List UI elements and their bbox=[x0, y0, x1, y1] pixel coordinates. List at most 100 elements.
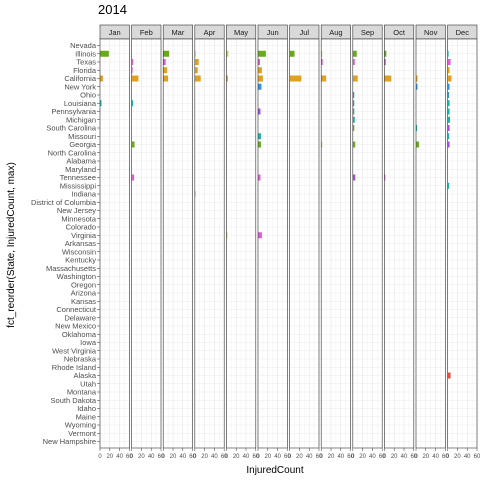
facet-panel-jul: Jul 0 20 40 60 bbox=[288, 24, 323, 460]
x-tick-label: 0 bbox=[98, 454, 102, 460]
x-tick-label: 40 bbox=[211, 454, 218, 460]
facet-panel-nov: Nov 0 20 40 60 bbox=[414, 24, 449, 460]
facet-strip-label: Sep bbox=[361, 28, 374, 37]
state-label: South Dakota bbox=[51, 396, 97, 405]
bar bbox=[163, 67, 168, 74]
bar bbox=[258, 75, 263, 82]
state-label: Oklahoma bbox=[62, 330, 97, 339]
state-label: Tennessee bbox=[60, 173, 96, 182]
state-label: Wisconsin bbox=[62, 247, 96, 256]
state-label: Kansas bbox=[71, 297, 96, 306]
bar bbox=[447, 100, 450, 107]
bar bbox=[258, 232, 262, 239]
state-label: Montana bbox=[67, 388, 97, 397]
bar bbox=[100, 100, 102, 107]
state-label: Georgia bbox=[69, 140, 97, 149]
facet-panel-may: May 0 20 40 60 bbox=[225, 24, 260, 460]
bar bbox=[447, 133, 450, 140]
bar bbox=[416, 83, 418, 90]
x-tick-label: 40 bbox=[401, 454, 408, 460]
bar bbox=[163, 50, 170, 57]
bar bbox=[100, 75, 103, 82]
x-tick-label: 0 bbox=[288, 454, 292, 460]
x-tick-label: 40 bbox=[464, 454, 471, 460]
x-tick-label: 40 bbox=[148, 454, 155, 460]
bar bbox=[384, 75, 392, 82]
state-label: Louisiana bbox=[64, 99, 97, 108]
state-label: Idaho bbox=[77, 404, 96, 413]
bar bbox=[258, 108, 261, 115]
x-tick-label: 0 bbox=[130, 454, 134, 460]
bar bbox=[258, 133, 261, 140]
x-tick-label: 40 bbox=[116, 454, 123, 460]
state-label: Delaware bbox=[64, 313, 96, 322]
panel-border bbox=[162, 38, 193, 449]
x-tick-label: 20 bbox=[296, 454, 303, 460]
bar bbox=[447, 75, 452, 82]
bar bbox=[384, 50, 387, 57]
panel-border bbox=[447, 38, 478, 449]
bar bbox=[131, 75, 139, 82]
facet-strip-label: Jun bbox=[267, 28, 279, 37]
bar bbox=[321, 141, 323, 148]
x-tick-label: 40 bbox=[337, 454, 344, 460]
x-tick-label: 60 bbox=[410, 454, 417, 460]
bar bbox=[163, 75, 169, 82]
state-label: Pennsylvania bbox=[51, 107, 96, 116]
bar bbox=[352, 50, 357, 57]
state-label: California bbox=[64, 74, 97, 83]
x-tick-label: 0 bbox=[414, 454, 418, 460]
x-tick-label: 20 bbox=[264, 454, 271, 460]
bar bbox=[258, 50, 266, 57]
state-label: South Carolina bbox=[46, 124, 96, 133]
state-label: New Jersey bbox=[57, 206, 96, 215]
x-tick-label: 60 bbox=[126, 454, 133, 460]
state-label: Wyoming bbox=[65, 421, 96, 430]
bar bbox=[194, 191, 196, 197]
x-tick-label: 20 bbox=[201, 454, 208, 460]
facet-strip-label: Oct bbox=[393, 28, 406, 37]
state-label: Vermont bbox=[68, 429, 97, 438]
x-tick-label: 60 bbox=[474, 454, 480, 460]
x-tick-label: 20 bbox=[233, 454, 240, 460]
chart-title: 2014 bbox=[98, 2, 127, 17]
state-label: Colorado bbox=[66, 223, 96, 232]
bar bbox=[321, 59, 323, 65]
x-tick-label: 60 bbox=[316, 454, 323, 460]
facet-panel-mar: Mar 0 20 40 60 bbox=[162, 24, 197, 460]
bar bbox=[384, 59, 386, 65]
bar bbox=[352, 141, 356, 148]
x-tick-label: 0 bbox=[193, 454, 197, 460]
facet-panel-oct: Oct 0 20 40 60 bbox=[383, 24, 418, 460]
state-label: Utah bbox=[80, 379, 96, 388]
bar bbox=[131, 59, 134, 65]
bar bbox=[447, 125, 450, 131]
bar bbox=[352, 174, 356, 181]
x-tick-label: 20 bbox=[391, 454, 398, 460]
panel-border bbox=[320, 38, 351, 449]
bar bbox=[447, 141, 450, 148]
facet-panel-sep: Sep 0 20 40 60 bbox=[351, 24, 386, 460]
bar bbox=[258, 83, 262, 90]
bar bbox=[416, 75, 418, 82]
facet-panel-jan: Jan 0 20 40 60 bbox=[98, 24, 133, 460]
facet-strip-label: Apr bbox=[204, 28, 216, 37]
state-label: Arizona bbox=[71, 289, 97, 298]
facet-panel-jun: Jun 0 20 40 60 bbox=[256, 24, 291, 460]
bar bbox=[447, 67, 450, 74]
state-label: Florida bbox=[73, 66, 97, 75]
panel-border bbox=[352, 38, 383, 449]
state-label: Connecticut bbox=[56, 305, 97, 314]
bar bbox=[321, 75, 327, 82]
bar bbox=[447, 182, 450, 189]
bar bbox=[352, 125, 355, 131]
bar bbox=[226, 75, 228, 82]
state-label: Nebraska bbox=[64, 355, 97, 364]
state-label: Alabama bbox=[66, 157, 96, 166]
x-tick-label: 60 bbox=[442, 454, 449, 460]
state-label: Washington bbox=[57, 272, 96, 281]
facet-strip-label: Feb bbox=[140, 28, 153, 37]
x-tick-label: 40 bbox=[274, 454, 281, 460]
bar bbox=[416, 141, 419, 148]
